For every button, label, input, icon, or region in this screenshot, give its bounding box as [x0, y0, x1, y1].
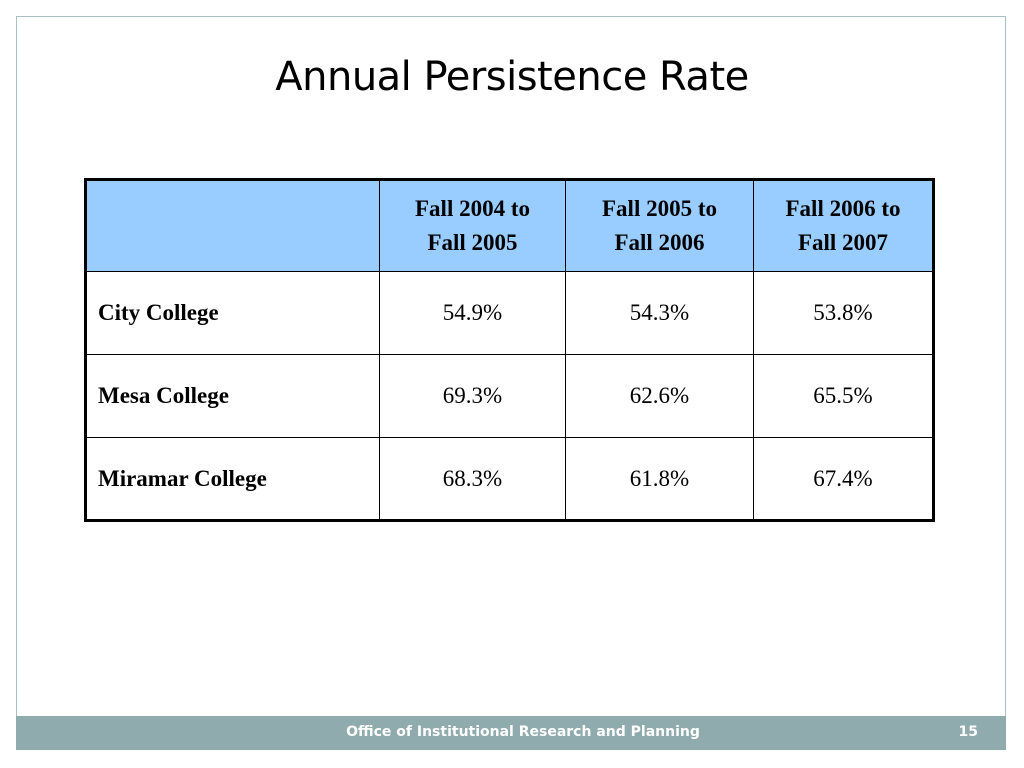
slide-title: Annual Persistence Rate	[275, 54, 749, 100]
table-cell: 67.4%	[753, 437, 934, 521]
page-number: 15	[958, 724, 978, 740]
column-header-line: Fall 2005 to	[602, 196, 717, 221]
column-header-line: Fall 2006 to	[785, 196, 901, 221]
footer-bar: Office of Institutional Research and Pla…	[16, 716, 1006, 750]
table-cell: 54.9%	[379, 271, 566, 355]
table-cell: 69.3%	[379, 354, 566, 438]
column-header-line: Fall 2006	[614, 230, 705, 255]
table-cell: 53.8%	[753, 271, 934, 355]
row-label: Miramar College	[85, 437, 380, 521]
table-row-city-college: City College 54.9% 54.3% 53.8%	[85, 271, 934, 355]
column-header-line: Fall 2004 to	[415, 196, 530, 221]
table-row-mesa-college: Mesa College 69.3% 62.6% 65.5%	[85, 354, 934, 438]
table-row-miramar-college: Miramar College 68.3% 61.8% 67.4%	[85, 437, 934, 521]
column-header-fall-2004: Fall 2004 to Fall 2005	[379, 179, 566, 272]
row-label: Mesa College	[85, 354, 380, 438]
persistence-rate-table: Fall 2004 to Fall 2005 Fall 2005 to Fall…	[84, 178, 935, 522]
table-cell: 65.5%	[753, 354, 934, 438]
table-cell: 61.8%	[565, 437, 754, 521]
row-label: City College	[85, 271, 380, 355]
column-header-fall-2005: Fall 2005 to Fall 2006	[565, 179, 754, 272]
column-header-fall-2006: Fall 2006 to Fall 2007	[753, 179, 934, 272]
table-cell: 62.6%	[565, 354, 754, 438]
column-header-line: Fall 2007	[797, 230, 889, 255]
footer-text: Office of Institutional Research and Pla…	[346, 724, 700, 740]
table-cell: 54.3%	[565, 271, 754, 355]
column-header-line: Fall 2005	[427, 230, 518, 255]
table-cell: 68.3%	[379, 437, 566, 521]
table-corner-cell	[85, 179, 380, 272]
table-header-row: Fall 2004 to Fall 2005 Fall 2005 to Fall…	[85, 179, 934, 272]
